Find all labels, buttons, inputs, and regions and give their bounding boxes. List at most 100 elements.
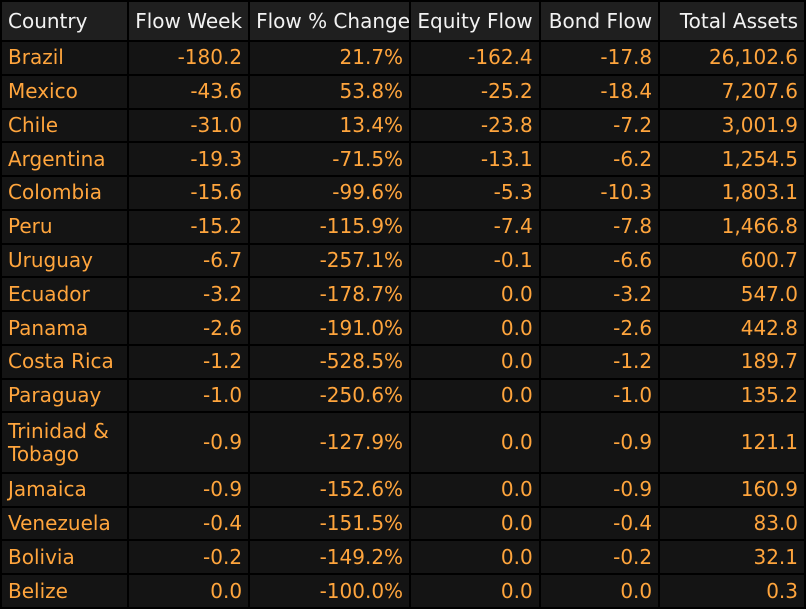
flow-week-cell: 0.0 <box>128 575 249 607</box>
country-cell: Bolivia <box>2 541 127 574</box>
total-assets-cell: 0.3 <box>660 575 804 607</box>
equity-flow-cell: 0.0 <box>411 507 539 540</box>
bond-flow-cell: -0.4 <box>540 507 659 540</box>
total-assets-cell: 26,102.6 <box>660 42 804 74</box>
flow-week-cell: -31.0 <box>128 109 249 142</box>
bond-flow-cell: -6.6 <box>540 244 659 277</box>
total-assets-cell: 547.0 <box>660 278 804 311</box>
flow-pct-change-cell: -149.2% <box>250 541 410 574</box>
flow-week-cell: -1.2 <box>128 345 249 378</box>
equity-flow-cell: -0.1 <box>411 244 539 277</box>
flow-week-cell: -6.7 <box>128 244 249 277</box>
column-header-flow-pct-change: Flow % Change <box>250 2 410 40</box>
flow-pct-change-cell: -151.5% <box>250 507 410 540</box>
flow-week-cell: -0.2 <box>128 541 249 574</box>
country-cell: Costa Rica <box>2 345 127 378</box>
flow-pct-change-cell: -152.6% <box>250 473 410 506</box>
country-cell: Argentina <box>2 143 127 176</box>
column-header-bond-flow: Bond Flow <box>540 2 659 40</box>
country-cell: Uruguay <box>2 244 127 277</box>
equity-flow-cell: 0.0 <box>411 541 539 574</box>
bond-flow-cell: 0.0 <box>540 575 659 607</box>
equity-flow-cell: -7.4 <box>411 210 539 243</box>
flow-week-cell: -15.2 <box>128 210 249 243</box>
header-row: Country Flow Week Flow % Change Equity F… <box>2 2 804 40</box>
table-row: Argentina -19.3 -71.5% -13.1 -6.2 1,254.5 <box>2 143 804 176</box>
flow-pct-change-cell: -257.1% <box>250 244 410 277</box>
table-row: Brazil -180.2 21.7% -162.4 -17.8 26,102.6 <box>2 42 804 74</box>
total-assets-cell: 1,803.1 <box>660 177 804 209</box>
total-assets-cell: 7,207.6 <box>660 75 804 108</box>
bond-flow-cell: -10.3 <box>540 177 659 209</box>
flow-pct-change-cell: -178.7% <box>250 278 410 311</box>
bond-flow-cell: -6.2 <box>540 143 659 176</box>
table-row: Chile -31.0 13.4% -23.8 -7.2 3,001.9 <box>2 109 804 142</box>
flow-week-cell: -2.6 <box>128 312 249 344</box>
country-cell: Jamaica <box>2 473 127 506</box>
equity-flow-cell: 0.0 <box>411 345 539 378</box>
country-cell: Colombia <box>2 177 127 209</box>
flow-pct-change-cell: 21.7% <box>250 42 410 74</box>
total-assets-cell: 189.7 <box>660 345 804 378</box>
flow-pct-change-cell: 13.4% <box>250 109 410 142</box>
flow-pct-change-cell: -191.0% <box>250 312 410 344</box>
equity-flow-cell: 0.0 <box>411 473 539 506</box>
equity-flow-cell: -23.8 <box>411 109 539 142</box>
flow-pct-change-cell: -99.6% <box>250 177 410 209</box>
total-assets-cell: 135.2 <box>660 379 804 412</box>
country-cell: Chile <box>2 109 127 142</box>
bond-flow-cell: -0.9 <box>540 413 659 472</box>
country-cell: Belize <box>2 575 127 607</box>
table-row: Belize 0.0 -100.0% 0.0 0.0 0.3 <box>2 575 804 607</box>
bond-flow-cell: -0.9 <box>540 473 659 506</box>
flow-week-cell: -0.9 <box>128 413 249 472</box>
flow-week-cell: -19.3 <box>128 143 249 176</box>
flow-pct-change-cell: -250.6% <box>250 379 410 412</box>
table-row: Uruguay -6.7 -257.1% -0.1 -6.6 600.7 <box>2 244 804 277</box>
country-cell: Venezuela <box>2 507 127 540</box>
table-row: Trinidad & Tobago -0.9 -127.9% 0.0 -0.9 121.1 <box>2 413 804 472</box>
country-cell: Ecuador <box>2 278 127 311</box>
equity-flow-cell: -5.3 <box>411 177 539 209</box>
table-row: Ecuador -3.2 -178.7% 0.0 -3.2 547.0 <box>2 278 804 311</box>
flow-week-cell: -15.6 <box>128 177 249 209</box>
table-row: Peru -15.2 -115.9% -7.4 -7.8 1,466.8 <box>2 210 804 243</box>
bond-flow-cell: -1.2 <box>540 345 659 378</box>
total-assets-cell: 442.8 <box>660 312 804 344</box>
bond-flow-cell: -18.4 <box>540 75 659 108</box>
equity-flow-cell: 0.0 <box>411 379 539 412</box>
column-header-country: Country <box>2 2 127 40</box>
equity-flow-cell: -25.2 <box>411 75 539 108</box>
country-cell: Mexico <box>2 75 127 108</box>
flow-pct-change-cell: -115.9% <box>250 210 410 243</box>
total-assets-cell: 1,254.5 <box>660 143 804 176</box>
flow-pct-change-cell: -127.9% <box>250 413 410 472</box>
equity-flow-cell: 0.0 <box>411 575 539 607</box>
flow-week-cell: -1.0 <box>128 379 249 412</box>
table-body: Brazil -180.2 21.7% -162.4 -17.8 26,102.6 Mexi… <box>2 42 804 607</box>
bond-flow-cell: -2.6 <box>540 312 659 344</box>
bond-flow-cell: -1.0 <box>540 379 659 412</box>
total-assets-cell: 3,001.9 <box>660 109 804 142</box>
column-header-flow-week: Flow Week <box>128 2 249 40</box>
country-cell: Panama <box>2 312 127 344</box>
table-row: Costa Rica -1.2 -528.5% 0.0 -1.2 189.7 <box>2 345 804 378</box>
equity-flow-cell: 0.0 <box>411 312 539 344</box>
bond-flow-cell: -0.2 <box>540 541 659 574</box>
total-assets-cell: 32.1 <box>660 541 804 574</box>
table-row: Venezuela -0.4 -151.5% 0.0 -0.4 83.0 <box>2 507 804 540</box>
table-row: Paraguay -1.0 -250.6% 0.0 -1.0 135.2 <box>2 379 804 412</box>
table-row: Mexico -43.6 53.8% -25.2 -18.4 7,207.6 <box>2 75 804 108</box>
flow-week-cell: -3.2 <box>128 278 249 311</box>
country-cell: Paraguay <box>2 379 127 412</box>
equity-flow-cell: 0.0 <box>411 278 539 311</box>
bond-flow-cell: -7.2 <box>540 109 659 142</box>
table-row: Colombia -15.6 -99.6% -5.3 -10.3 1,803.1 <box>2 177 804 209</box>
flow-pct-change-cell: -71.5% <box>250 143 410 176</box>
bond-flow-cell: -17.8 <box>540 42 659 74</box>
flow-week-cell: -0.9 <box>128 473 249 506</box>
equity-flow-cell: 0.0 <box>411 413 539 472</box>
table-row: Jamaica -0.9 -152.6% 0.0 -0.9 160.9 <box>2 473 804 506</box>
bond-flow-cell: -3.2 <box>540 278 659 311</box>
